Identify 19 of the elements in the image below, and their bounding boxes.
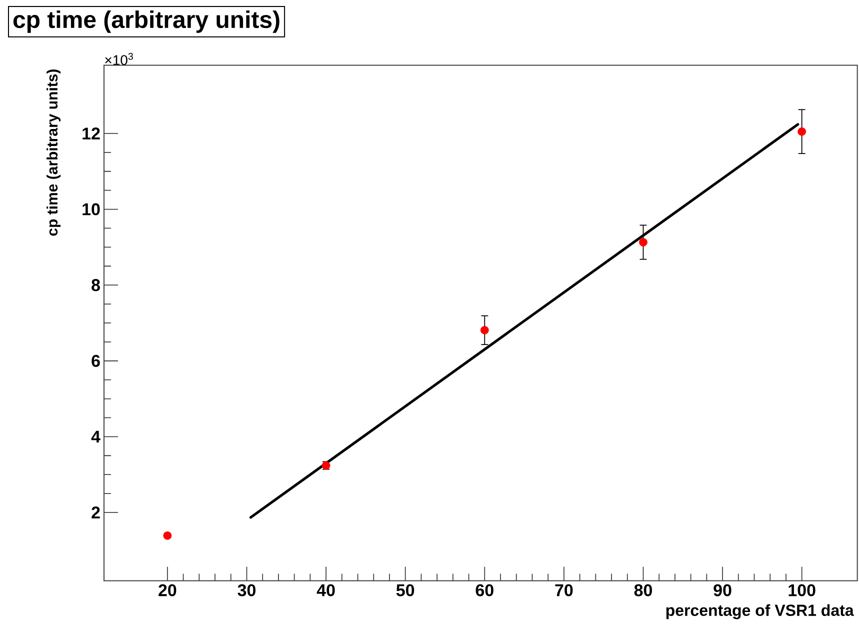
y-tick-label: 2: [92, 506, 100, 518]
y-axis-title: cp time (arbitrary units): [46, 70, 61, 236]
x-tick-label: 100: [788, 584, 816, 596]
y-tick-label: 10: [82, 203, 100, 216]
x-tick-label: 30: [238, 584, 256, 596]
y-tick-label: 4: [91, 430, 100, 443]
x-tick-label: 80: [634, 584, 652, 596]
x-tick-label: 90: [714, 584, 732, 596]
x-axis-title: percentage of VSR1 data: [666, 604, 854, 620]
text: ×10$^{3}$: [105, 52, 133, 66]
x-tick-label: 50: [396, 584, 414, 596]
y-tick-label: 6: [92, 354, 100, 367]
chart-title: cp time (arbitrary units): [13, 10, 280, 33]
y-tick-label: 8: [92, 279, 100, 292]
x-tick-label: 40: [316, 584, 335, 596]
x-tick-label: 60: [476, 584, 494, 596]
x-tick-label: 20: [158, 584, 176, 596]
x-tick-label: 70: [555, 584, 573, 596]
y-tick-label: 12: [82, 128, 100, 140]
